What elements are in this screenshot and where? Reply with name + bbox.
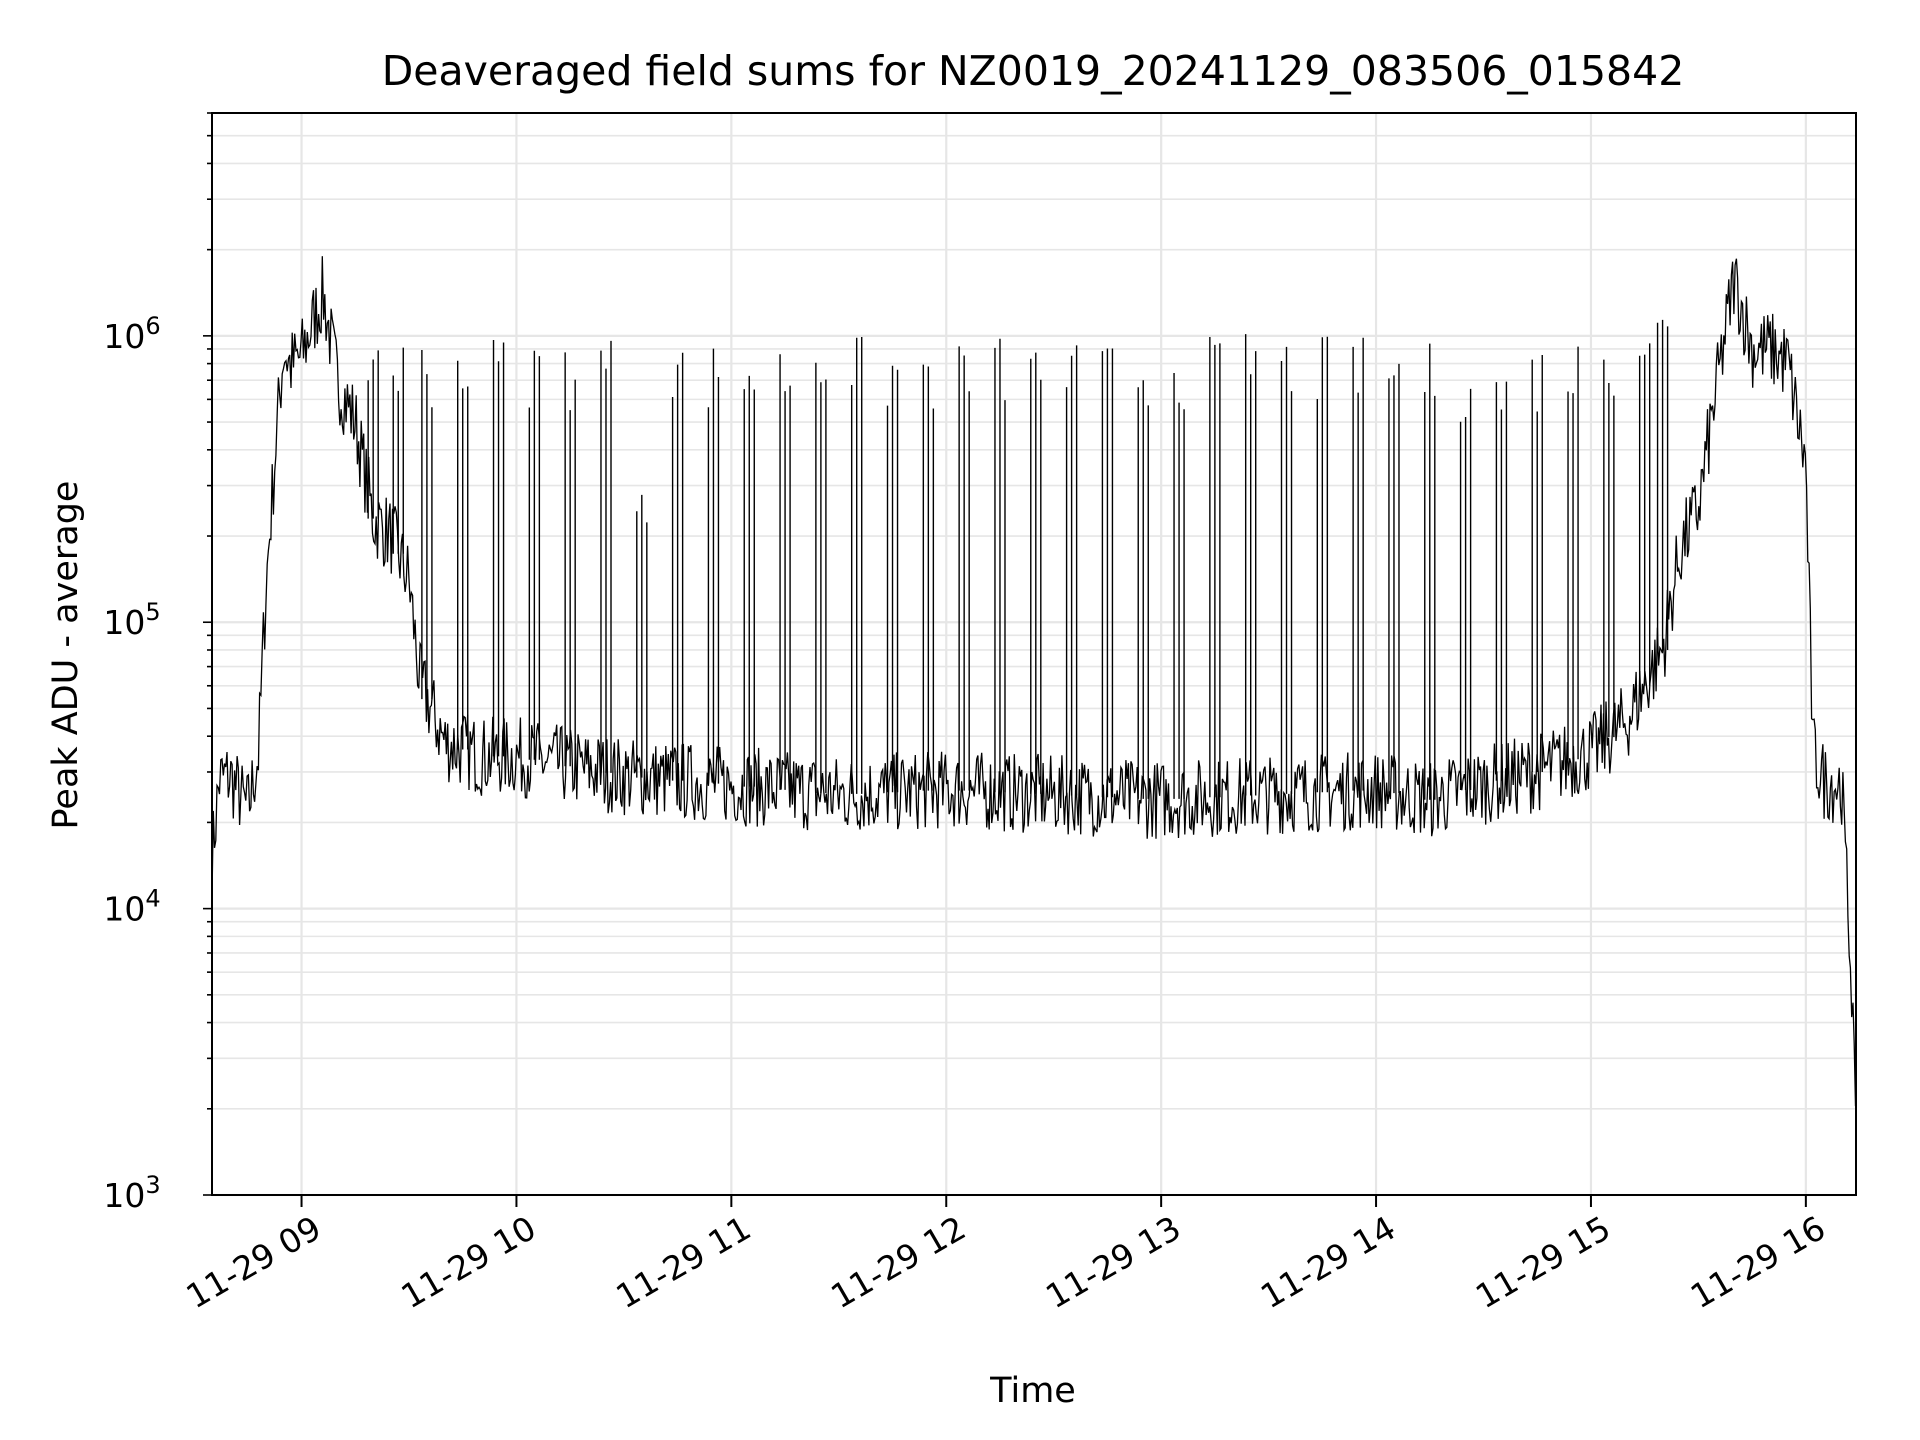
y-tick-exponent: 6 (145, 312, 160, 340)
series-line (212, 256, 1856, 1107)
y-tick-exponent: 3 (145, 1171, 160, 1199)
y-tick-base: 10 (103, 317, 145, 356)
y-axis-label: Peak ADU - average (46, 481, 86, 830)
grid-layer (212, 112, 1856, 1197)
series-layer (212, 256, 1856, 1107)
y-tick-base: 10 (103, 603, 145, 642)
x-axis-label: Time (989, 1371, 1076, 1411)
plot-area-frame (211, 112, 1857, 1196)
y-tick-label: 104 (103, 885, 160, 929)
y-tick-base: 10 (103, 890, 145, 929)
y-tick-base: 10 (103, 1176, 145, 1215)
y-tick-exponent: 5 (145, 598, 160, 626)
y-tick-label: 103 (103, 1171, 160, 1215)
y-tick-label: 105 (103, 598, 160, 642)
y-tick-exponent: 4 (145, 885, 160, 913)
y-tick-label: 106 (103, 312, 160, 356)
chart-title: Deaveraged field sums for NZ0019_2024112… (382, 47, 1685, 95)
